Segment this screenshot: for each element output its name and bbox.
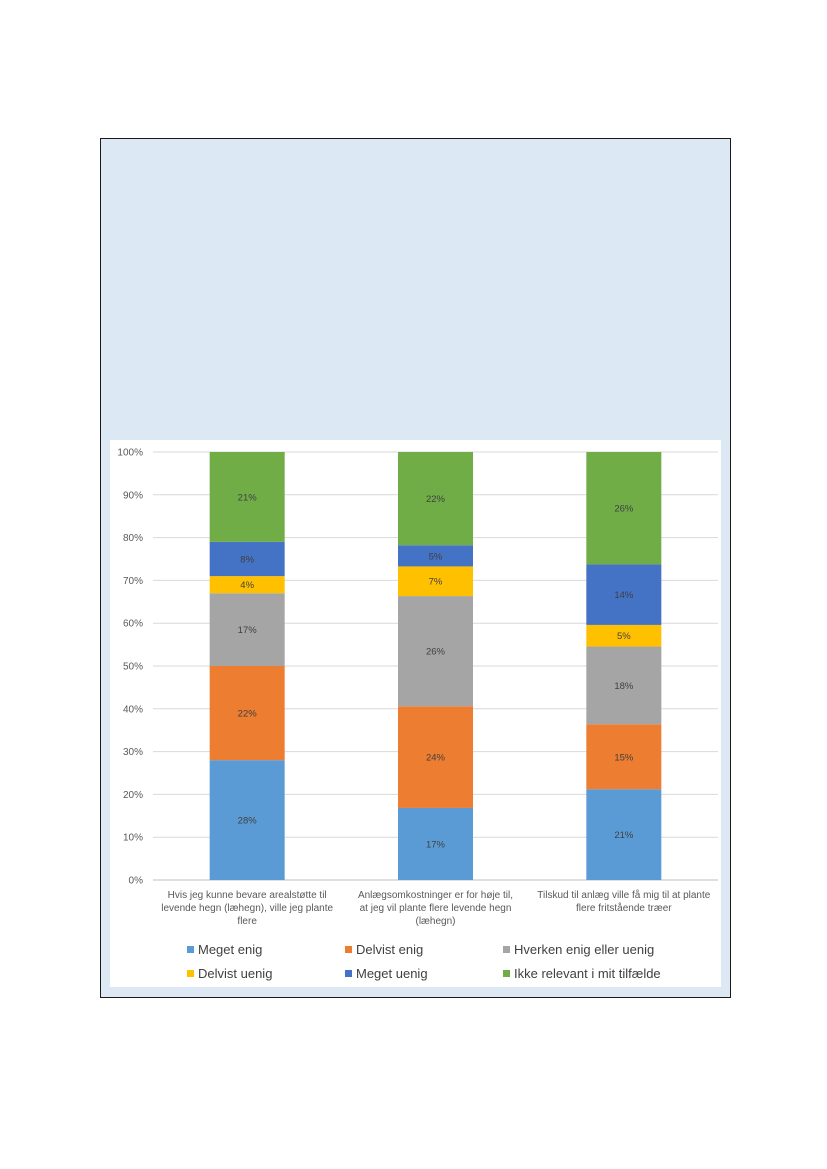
data-label: 7% xyxy=(429,577,443,588)
category-label-line: at jeg vil plante flere levende hegn xyxy=(359,903,512,914)
stacked-bar-chart: 0% 10% 20% 30% 40% 50% 60% 70% 80% 90% 100% 28% 22% 1… xyxy=(117,448,718,887)
category-label-line: (læhegn) xyxy=(415,916,456,927)
legend-item: Delvist uenig xyxy=(187,966,272,981)
y-tick-label: 30% xyxy=(123,747,143,758)
bar-segment xyxy=(586,724,662,790)
category-label: Tilskud til anlæg ville få mig til at pl… xyxy=(531,889,717,915)
legend-label: Hverken enig eller uenig xyxy=(514,942,655,957)
data-label: 17% xyxy=(238,625,258,636)
bar-segment xyxy=(209,760,285,880)
legend-item: Delvist enig xyxy=(345,942,423,957)
data-label: 5% xyxy=(429,551,443,562)
legend-item: Meget enig xyxy=(187,942,262,957)
legend-item: Ikke relevant i mit tilfælde xyxy=(503,966,661,981)
category-label-line: flere xyxy=(237,916,257,927)
data-label: 21% xyxy=(614,830,634,841)
category-label-line: levende hegn (læhegn), ville jeg plante xyxy=(161,903,334,914)
legend-swatch xyxy=(187,970,194,977)
y-tick-label: 0% xyxy=(129,876,144,887)
legend-swatch xyxy=(345,970,352,977)
data-label: 5% xyxy=(617,631,631,642)
y-tick-label: 40% xyxy=(123,704,143,715)
bar-segment xyxy=(398,596,473,707)
data-label: 8% xyxy=(240,555,254,566)
bar-segment xyxy=(398,807,473,880)
category-label: Anlægsomkostninger er for høje til, at je… xyxy=(343,889,529,928)
legend-label: Delvist enig xyxy=(356,942,424,957)
data-label: 22% xyxy=(238,709,258,720)
bar-segment xyxy=(209,666,285,761)
legend-label: Delvist uenig xyxy=(198,966,273,981)
category-label: Hvis jeg kunne bevare arealstøtte til lev… xyxy=(154,889,340,928)
category-label-line: flere fritstående træer xyxy=(576,903,672,914)
y-tick-label: 90% xyxy=(123,490,143,501)
category-label-line: Tilskud til anlæg ville få mig til at pl… xyxy=(537,890,711,901)
data-label: 28% xyxy=(238,816,258,827)
legend-swatch xyxy=(503,970,510,977)
legend-item: Meget uenig xyxy=(345,966,428,981)
y-tick-label: 50% xyxy=(123,662,143,673)
y-tick-label: 70% xyxy=(123,576,143,587)
bar-segment xyxy=(586,789,662,880)
y-tick-label: 20% xyxy=(123,790,143,801)
legend-label: Meget enig xyxy=(198,942,263,957)
chart-area: 0% 10% 20% 30% 40% 50% 60% 70% 80% 90% 100% 28% 22% 1… xyxy=(110,440,721,987)
bar-segment xyxy=(209,576,285,594)
data-label: 4% xyxy=(240,580,254,591)
data-label: 15% xyxy=(614,752,634,763)
bar-segment xyxy=(209,452,285,542)
bar-segment xyxy=(398,566,473,597)
bar-segment xyxy=(398,545,473,567)
y-tick-label: 100% xyxy=(117,448,143,459)
data-label: 26% xyxy=(614,504,634,515)
data-label: 24% xyxy=(426,753,446,764)
bar-segment xyxy=(398,452,473,546)
data-label: 21% xyxy=(238,492,258,503)
category-label-line: Anlægsomkostninger er for høje til, xyxy=(357,890,514,901)
bar-segment xyxy=(398,706,473,808)
data-label: 26% xyxy=(426,647,446,658)
bar-segment xyxy=(586,452,662,565)
legend-label: Meget uenig xyxy=(356,966,428,981)
data-label: 14% xyxy=(614,590,634,601)
data-label: 22% xyxy=(426,494,446,505)
legend-swatch xyxy=(187,946,194,953)
legend-swatch xyxy=(345,946,352,953)
legend-swatch xyxy=(503,946,510,953)
y-tick-label: 80% xyxy=(123,533,143,544)
legend-item: Hverken enig eller uenig xyxy=(503,942,654,957)
y-tick-label: 60% xyxy=(123,619,143,630)
y-tick-label: 10% xyxy=(123,833,143,844)
bar-segment xyxy=(209,593,285,666)
legend-label: Ikke relevant i mit tilfælde xyxy=(514,966,661,981)
data-label: 17% xyxy=(426,839,446,850)
category-label-line: Hvis jeg kunne bevare arealstøtte til xyxy=(167,890,327,901)
data-label: 18% xyxy=(614,681,634,692)
bar-segment xyxy=(586,564,662,625)
bar-segment xyxy=(586,646,662,725)
bar-segment xyxy=(586,624,662,647)
legend: Meget enig Delvist enig Hverken enig eller… xyxy=(110,937,721,987)
bar-segment xyxy=(209,541,285,577)
